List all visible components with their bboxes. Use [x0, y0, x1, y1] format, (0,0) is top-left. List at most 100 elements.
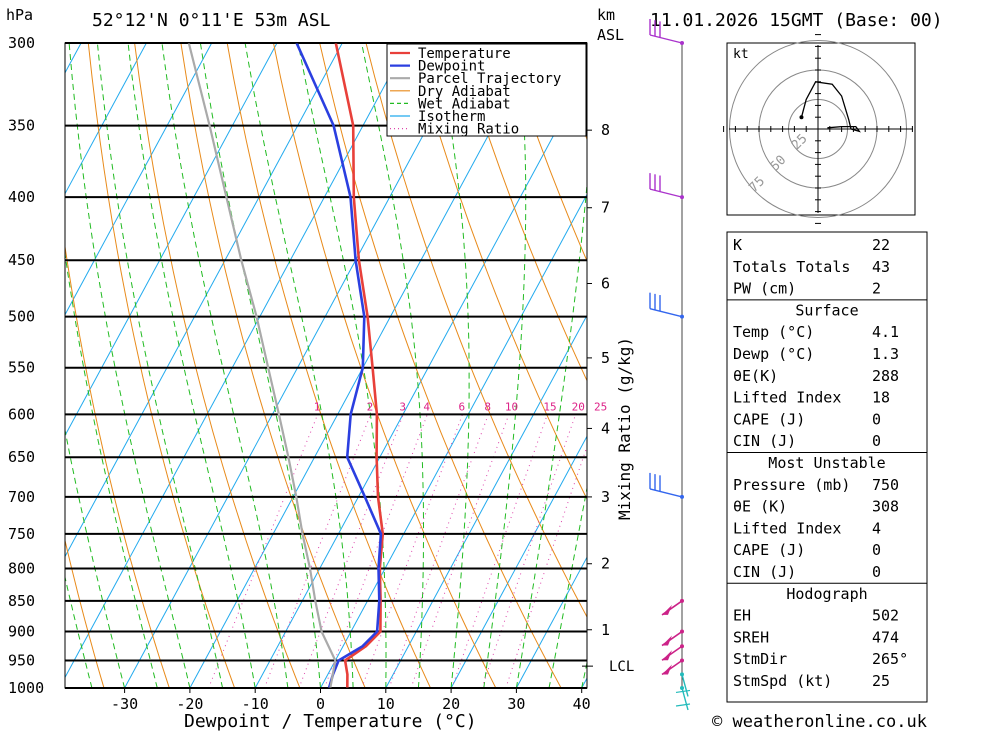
indices-table: K 22 Totals Totals 43 PW (cm) 2 Surface Temp (°…: [726, 231, 928, 703]
x-tick-label: -30: [111, 695, 138, 713]
wet-adiabat-line: [96, 43, 224, 688]
index-value: 0: [872, 410, 881, 428]
index-label: SREH: [733, 628, 769, 646]
isotherm-line: [385, 314, 587, 688]
index-value: 265°: [872, 650, 908, 668]
index-label: Totals Totals: [733, 258, 850, 276]
index-label: CAPE (J): [733, 541, 805, 559]
index-value: 2: [872, 280, 881, 298]
legend-label: Dewpoint: [418, 59, 485, 75]
index-label: Temp (°C): [733, 323, 814, 341]
isotherm-line: [450, 435, 587, 688]
index-label: CIN (J): [733, 432, 796, 450]
mixing-ratio-line: [410, 414, 510, 688]
mixing-ratio-line: [451, 414, 548, 688]
isotherm-line: [254, 72, 587, 688]
index-value: 0: [872, 563, 881, 581]
wet-adiabat-line: [68, 43, 191, 688]
lcl-label: LCL: [609, 659, 634, 675]
pressure-tick-label: 650: [8, 448, 35, 466]
wind-barb-shaft: [649, 34, 683, 44]
index-value: 18: [872, 389, 890, 407]
legend-label: Wet Adiabat: [418, 96, 511, 112]
index-label: PW (cm): [733, 280, 796, 298]
pressure-tick-label: 450: [8, 251, 35, 269]
wet-adiabat-line: [127, 43, 256, 688]
dry-adiabat-line: [921, 43, 1000, 688]
mixing-ratio-line: [481, 414, 577, 688]
x-axis-label: Dewpoint / Temperature (°C): [184, 711, 477, 732]
pressure-tick-label: 1000: [8, 679, 44, 697]
index-value: 502: [872, 607, 899, 625]
index-value: 288: [872, 367, 899, 385]
index-label: θE (K): [733, 498, 787, 516]
mixing-ratio-label: 2: [367, 400, 374, 413]
isotherm-line: [65, 43, 278, 437]
x-tick-label: 20: [442, 695, 460, 713]
dry-adiabat-line: [411, 43, 587, 501]
index-value: 43: [872, 258, 890, 276]
mixing-ratio-label: 10: [505, 400, 518, 413]
height-unit-label-asl: ASL: [597, 26, 624, 44]
index-label: StmSpd (kt): [733, 672, 832, 690]
hodograph-trace: [800, 81, 861, 133]
x-tick-label: -20: [176, 695, 203, 713]
location-title: 52°12'N 0°11'E 53m ASL: [92, 10, 331, 31]
pressure-tick-label: 500: [8, 308, 35, 326]
pressure-tick-label: 850: [8, 592, 35, 610]
isotherm-line: [65, 43, 409, 679]
hodograph-point: [799, 115, 804, 120]
index-value: 308: [872, 498, 899, 516]
height-km-label: 4: [601, 419, 610, 437]
x-tick-label: 40: [573, 695, 591, 713]
index-value: 474: [872, 628, 899, 646]
profile-series: [187, 43, 385, 688]
isotherm-line: [65, 43, 147, 195]
mixing-ratio-line: [264, 414, 372, 688]
copyright-text: © weatheronline.co.uk: [712, 712, 927, 732]
height-km-label: 5: [601, 349, 610, 367]
mixing-ratio-label: 6: [459, 400, 466, 413]
index-label: Lifted Index: [733, 389, 841, 407]
index-label: Lifted Index: [733, 519, 841, 537]
pressure-tick-label: 400: [8, 188, 35, 206]
mixing-ratio-label: 1: [314, 400, 321, 413]
pressure-tick-label: 550: [8, 359, 35, 377]
pressure-tick-label: 600: [8, 405, 35, 423]
dry-adiabat-line: [226, 43, 431, 688]
pressure-tick-label: 750: [8, 525, 35, 543]
datetime-title: 11.01.2026 15GMT (Base: 00): [650, 10, 943, 31]
hodograph-unit-label: kt: [733, 47, 749, 62]
x-tick-label: 0: [316, 695, 325, 713]
wind-barb-pennant: [662, 650, 672, 661]
wind-barbs: [649, 19, 691, 711]
dewpoint-line: [295, 43, 383, 688]
wind-barb-pennant: [662, 635, 672, 646]
index-value: 1.3: [872, 345, 899, 363]
pressure-tick-label: 800: [8, 559, 35, 577]
mixing-ratio-axis-label: Mixing Ratio (g/kg): [615, 337, 634, 520]
mixing-ratio-label: 3: [399, 400, 406, 413]
parcel-trajectory-line: [187, 43, 337, 688]
mixing-ratio-label: 4: [423, 400, 430, 413]
wind-barb-pennant: [662, 664, 672, 675]
isotherm-line: [124, 43, 474, 688]
index-value: 0: [872, 541, 881, 559]
index-value: 4: [872, 519, 881, 537]
height-km-label: 6: [601, 275, 610, 293]
index-label: Dewp (°C): [733, 345, 814, 363]
plot-frame: [64, 42, 588, 689]
mixing-ratio-line: [505, 445, 587, 688]
index-label: CIN (J): [733, 563, 796, 581]
isobar-lines: [65, 42, 587, 689]
mixing-ratio-label: 20: [572, 400, 585, 413]
legend-label: Isotherm: [418, 109, 485, 125]
mixing-ratio-label: 8: [484, 400, 491, 413]
dry-adiabat-line: [968, 43, 1000, 688]
height-km-label: 1: [601, 621, 610, 639]
legend-label: Mixing Ratio: [418, 122, 519, 138]
x-tick-label: -10: [242, 695, 269, 713]
legend-label: Parcel Trajectory: [418, 71, 561, 87]
pressure-tick-label: 950: [8, 652, 35, 670]
